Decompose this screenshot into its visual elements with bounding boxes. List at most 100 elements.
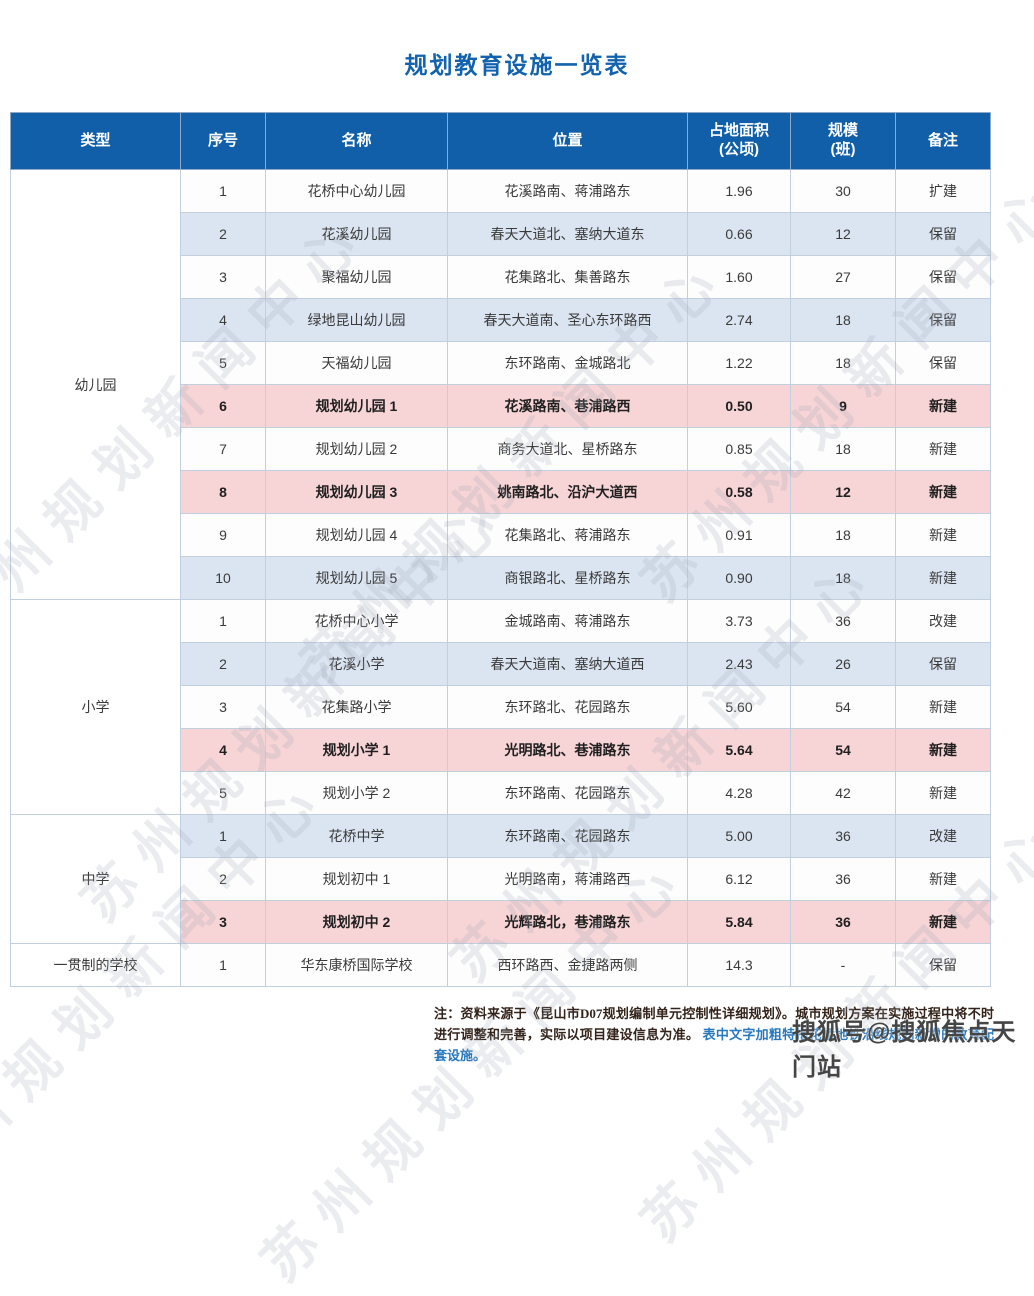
col-header-scale: 规模 (班)	[790, 112, 896, 170]
type-group-label: 一贯制的学校	[10, 943, 181, 987]
cell-location: 花集路北、蒋浦路东	[447, 513, 688, 557]
cell-area: 0.50	[687, 384, 791, 428]
cell-location: 姚南路北、沿沪大道西	[447, 470, 688, 514]
cell-area: 3.73	[687, 599, 791, 643]
cell-name: 天福幼儿园	[265, 341, 448, 385]
cell-name: 规划初中 2	[265, 900, 448, 944]
footnote: 注：资料来源于《昆山市D07规划编制单元控制性详细规划》。城市规划方案在实施过程…	[434, 1003, 994, 1066]
table-row: 一贯制的学校 1 华东康桥国际学校 西环路西、金捷路两侧 14.3- 保留	[10, 943, 991, 987]
cell-location: 花溪路南、巷浦路西	[447, 384, 688, 428]
cell-name: 花桥中心幼儿园	[265, 169, 448, 213]
type-group-label: 小学	[10, 599, 181, 815]
type-group-label: 中学	[10, 814, 181, 944]
cell-remark: 改建	[895, 814, 991, 858]
cell-name: 花溪幼儿园	[265, 212, 448, 256]
cell-no: 5	[180, 771, 266, 815]
cell-name: 花桥中心小学	[265, 599, 448, 643]
page-title: 规划教育设施一览表	[404, 52, 630, 78]
sohu-watermark: 搜狐号@搜狐焦点天门站	[792, 1019, 1017, 1081]
table-row: 3 花集路小学 东环路北、花园路东 5.60 54 新建	[11, 685, 991, 729]
cell-scale: 27	[790, 255, 896, 299]
cell-no: 2	[180, 212, 266, 256]
cell-scale: 26	[790, 642, 896, 686]
cell-no: 1	[180, 599, 266, 643]
cell-scale: 18	[790, 298, 896, 342]
cell-area: 1.96	[687, 169, 791, 213]
cell-no: 3	[180, 255, 266, 299]
cell-name: 规划小学 2	[265, 771, 448, 815]
cell-name: 聚福幼儿园	[265, 255, 448, 299]
table-row: 8 规划幼儿园 3 姚南路北、沿沪大道西 0.58 12 新建	[11, 470, 991, 514]
cell-remark: 新建	[895, 513, 991, 557]
cell-scale: 18	[790, 513, 896, 557]
table-row: 幼儿园 1 花桥中心幼儿园 花溪路南、蒋浦路东 1.96 30 扩建	[10, 169, 991, 600]
cell-location: 东环路南、花园路东	[447, 814, 688, 858]
cell-remark: 保留	[895, 212, 991, 256]
cell-scale: 42	[790, 771, 896, 815]
cell-area: 1.60	[687, 255, 791, 299]
cell-no: 7	[180, 427, 266, 471]
cell-location: 光明路南，蒋浦路西	[447, 857, 688, 901]
cell-scale: 30	[790, 169, 896, 213]
cell-area: 2.43	[687, 642, 791, 686]
table-row: 7 规划幼儿园 2 商务大道北、星桥路东 0.85 18 新建	[11, 427, 991, 471]
cell-name: 规划幼儿园 5	[265, 556, 448, 600]
cell-remark: 新建	[895, 427, 991, 471]
cell-remark: 新建	[895, 556, 991, 600]
cell-remark: 新建	[895, 470, 991, 514]
cell-location: 西环路西、金捷路两侧	[447, 943, 688, 987]
table-row: 5 天福幼儿园 东环路南、金城路北 1.22 18 保留	[11, 341, 991, 385]
cell-name: 华东康桥国际学校	[265, 943, 448, 987]
cell-scale: 18	[790, 556, 896, 600]
table-row: 2 花溪小学 春天大道南、塞纳大道西 2.43 26 保留	[11, 642, 991, 686]
cell-scale: 18	[790, 341, 896, 385]
cell-area: 2.74	[687, 298, 791, 342]
cell-area: 1.22	[687, 341, 791, 385]
cell-name: 花集路小学	[265, 685, 448, 729]
cell-remark: 保留	[895, 642, 991, 686]
footnote-bold-note-link[interactable]: 表中文字加粗特指花桥地铁沿线规划新增的教育配套设施。	[434, 1027, 994, 1063]
footnote-source-text: 注：资料来源于《昆山市D07规划编制单元控制性详细规划》。城市规划方案在实施过程…	[434, 1006, 994, 1042]
cell-location: 金城路南、蒋浦路东	[447, 599, 688, 643]
table-header: 类型 序号 名称 位置 占地面积 (公顷) 规模 (班) 备注	[10, 112, 991, 170]
col-header-name: 名称	[265, 112, 448, 170]
cell-area: 0.90	[687, 556, 791, 600]
cell-name: 绿地昆山幼儿园	[265, 298, 448, 342]
cell-area: 5.00	[687, 814, 791, 858]
table-body: 幼儿园 1 花桥中心幼儿园 花溪路南、蒋浦路东 1.96 30 扩建 2 花溪幼儿园 春天大道北、…	[10, 169, 991, 987]
cell-location: 东环路北、花园路东	[447, 685, 688, 729]
type-group-label: 幼儿园	[10, 169, 181, 600]
col-header-location: 位置	[447, 112, 688, 170]
cell-scale: 12	[790, 212, 896, 256]
cell-no: 5	[180, 341, 266, 385]
cell-area: 5.84	[687, 900, 791, 944]
cell-scale: 36	[790, 814, 896, 858]
cell-name: 规划幼儿园 3	[265, 470, 448, 514]
cell-remark: 新建	[895, 900, 991, 944]
cell-location: 春天大道北、塞纳大道东	[447, 212, 688, 256]
cell-location: 商务大道北、星桥路东	[447, 427, 688, 471]
col-header-remark: 备注	[895, 112, 991, 170]
cell-scale: 54	[790, 685, 896, 729]
cell-area: 5.64	[687, 728, 791, 772]
cell-area: 6.12	[687, 857, 791, 901]
cell-name: 规划幼儿园 2	[265, 427, 448, 471]
cell-scale: 36	[790, 857, 896, 901]
cell-area: 5.60	[687, 685, 791, 729]
cell-location: 春天大道南、塞纳大道西	[447, 642, 688, 686]
cell-remark: 扩建	[895, 169, 991, 213]
cell-remark: 保留	[895, 341, 991, 385]
cell-no: 2	[180, 642, 266, 686]
cell-no: 4	[180, 298, 266, 342]
cell-location: 光辉路北，巷浦路东	[447, 900, 688, 944]
cell-no: 1	[180, 814, 266, 858]
table-row: 3 规划初中 2 光辉路北，巷浦路东 5.84 36 新建	[11, 900, 991, 944]
table-row: 4 规划小学 1 光明路北、巷浦路东 5.64 54 新建	[11, 728, 991, 772]
table-row: 2 花溪幼儿园 春天大道北、塞纳大道东 0.66 12 保留	[11, 212, 991, 256]
cell-no: 4	[180, 728, 266, 772]
table-row: 6 规划幼儿园 1 花溪路南、巷浦路西 0.50 9 新建	[11, 384, 991, 428]
cell-location: 商银路北、星桥路东	[447, 556, 688, 600]
cell-name: 规划小学 1	[265, 728, 448, 772]
cell-no: 9	[180, 513, 266, 557]
cell-no: 3	[180, 685, 266, 729]
